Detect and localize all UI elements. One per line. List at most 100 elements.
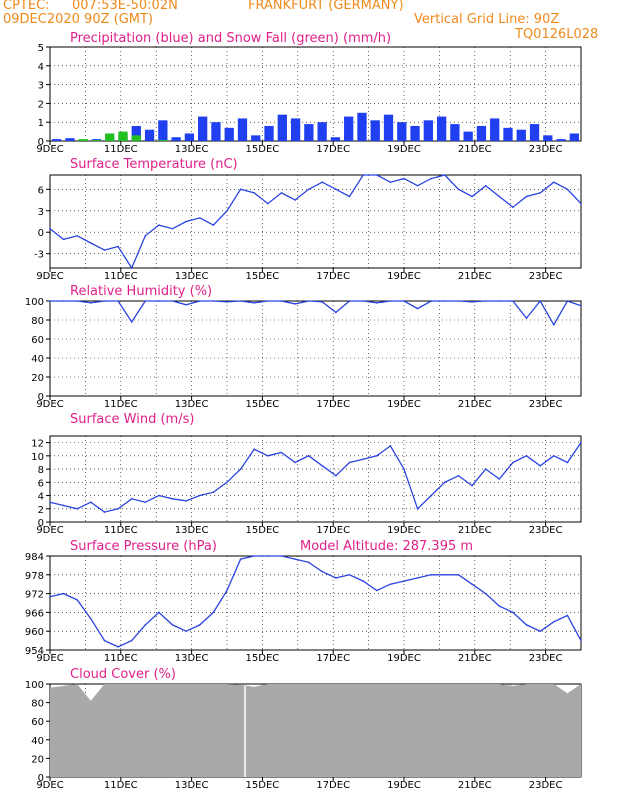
- series-point: [512, 206, 514, 208]
- series-point: [471, 583, 473, 585]
- precip-bar: [184, 133, 195, 141]
- x-tick-label: 17DEC: [316, 144, 350, 155]
- precip-bar: [330, 137, 341, 141]
- series-point: [130, 321, 133, 323]
- y-tick-label: 966: [25, 608, 44, 619]
- x-tick-label: 13DEC: [175, 144, 209, 155]
- x-tick-label: 13DEC: [175, 780, 209, 791]
- series-point: [76, 235, 79, 237]
- y-tick-label: 978: [25, 571, 44, 582]
- series-point: [185, 630, 187, 632]
- x-tick-label: 21DEC: [458, 653, 492, 664]
- y-tick-label: 80: [31, 699, 44, 710]
- x-tick-label: 19DEC: [387, 780, 421, 791]
- panel-title: Precipitation (blue) and Snow Fall (gree…: [70, 31, 391, 46]
- series-point: [49, 300, 51, 302]
- series-point: [267, 300, 269, 302]
- series-point: [62, 504, 65, 507]
- precip-bar: [529, 124, 540, 141]
- series-point: [375, 302, 378, 304]
- series-point: [375, 174, 378, 176]
- series-point: [144, 235, 147, 237]
- series-point: [103, 511, 106, 513]
- header-source: CPTEC:: [3, 0, 50, 13]
- series-point: [158, 494, 160, 497]
- model-label: TQ0126L028: [515, 27, 599, 42]
- series-point: [239, 468, 242, 470]
- series-line: [49, 555, 582, 648]
- series-point: [525, 317, 528, 319]
- series-point: [90, 501, 92, 503]
- x-tick-label: 13DEC: [175, 271, 209, 282]
- x-tick-label: 21DEC: [458, 525, 492, 536]
- precip-bar: [344, 116, 354, 141]
- series-point: [253, 555, 256, 557]
- x-tick-label: 17DEC: [316, 525, 350, 536]
- y-tick-label: 5: [38, 43, 44, 54]
- precip-bar: [277, 114, 287, 141]
- series-point: [403, 300, 405, 302]
- x-tick-label: 23DEC: [529, 399, 563, 410]
- x-tick-label: 15DEC: [246, 525, 280, 536]
- y-tick-label: 2: [38, 505, 44, 516]
- series-point: [280, 555, 283, 557]
- series-point: [335, 474, 337, 477]
- series-point: [103, 249, 106, 251]
- series-point: [212, 491, 215, 494]
- x-tick-label: 9DEC: [36, 271, 63, 282]
- series-point: [62, 300, 65, 302]
- x-tick-label: 21DEC: [458, 144, 492, 155]
- series-point: [321, 301, 324, 303]
- series-point: [430, 177, 433, 180]
- precip-bar: [264, 125, 274, 141]
- series-point: [307, 561, 310, 564]
- snow-bar: [131, 135, 141, 141]
- series-point: [375, 455, 378, 457]
- y-tick-label: 2: [38, 99, 44, 110]
- series-point: [375, 589, 378, 592]
- panel-frame: [49, 555, 582, 651]
- x-tick-label: 19DEC: [387, 144, 421, 155]
- y-tick-label: 972: [25, 590, 44, 601]
- series-point: [484, 300, 487, 302]
- precip-bar: [463, 131, 473, 141]
- series-point: [117, 300, 119, 302]
- series-point: [185, 500, 187, 502]
- series-point: [457, 300, 460, 302]
- y-tick-label: 1: [38, 118, 44, 129]
- x-tick-label: 13DEC: [175, 399, 209, 410]
- series-point: [171, 624, 174, 626]
- series-point: [171, 300, 174, 302]
- series-point: [267, 202, 269, 205]
- series-point: [444, 174, 446, 176]
- series-point: [471, 195, 473, 198]
- series-point: [457, 188, 460, 191]
- x-tick-label: 15DEC: [246, 653, 280, 664]
- series-point: [226, 481, 228, 484]
- x-tick-label: 15DEC: [246, 399, 280, 410]
- precip-bar: [476, 125, 487, 141]
- series-point: [416, 507, 419, 510]
- precip-bar: [144, 129, 155, 141]
- series-point: [144, 300, 147, 302]
- series-point: [321, 570, 324, 573]
- series-point: [539, 630, 541, 632]
- y-tick-label: 6: [38, 185, 44, 196]
- y-tick-label: 60: [31, 335, 44, 346]
- series-point: [321, 464, 324, 467]
- series-point: [321, 181, 324, 183]
- series-point: [580, 304, 582, 307]
- series-point: [212, 611, 215, 614]
- x-tick-label: 9DEC: [36, 653, 63, 664]
- precip-bar: [450, 124, 460, 141]
- series-point: [171, 498, 174, 500]
- precip-bar: [436, 116, 447, 141]
- series-point: [471, 484, 473, 487]
- series-point: [212, 300, 215, 302]
- series-point: [389, 300, 392, 302]
- series-point: [335, 577, 337, 579]
- series-point: [103, 639, 106, 642]
- panel-frame: [49, 435, 582, 523]
- x-tick-label: 13DEC: [175, 525, 209, 536]
- x-tick-label: 9DEC: [36, 525, 63, 536]
